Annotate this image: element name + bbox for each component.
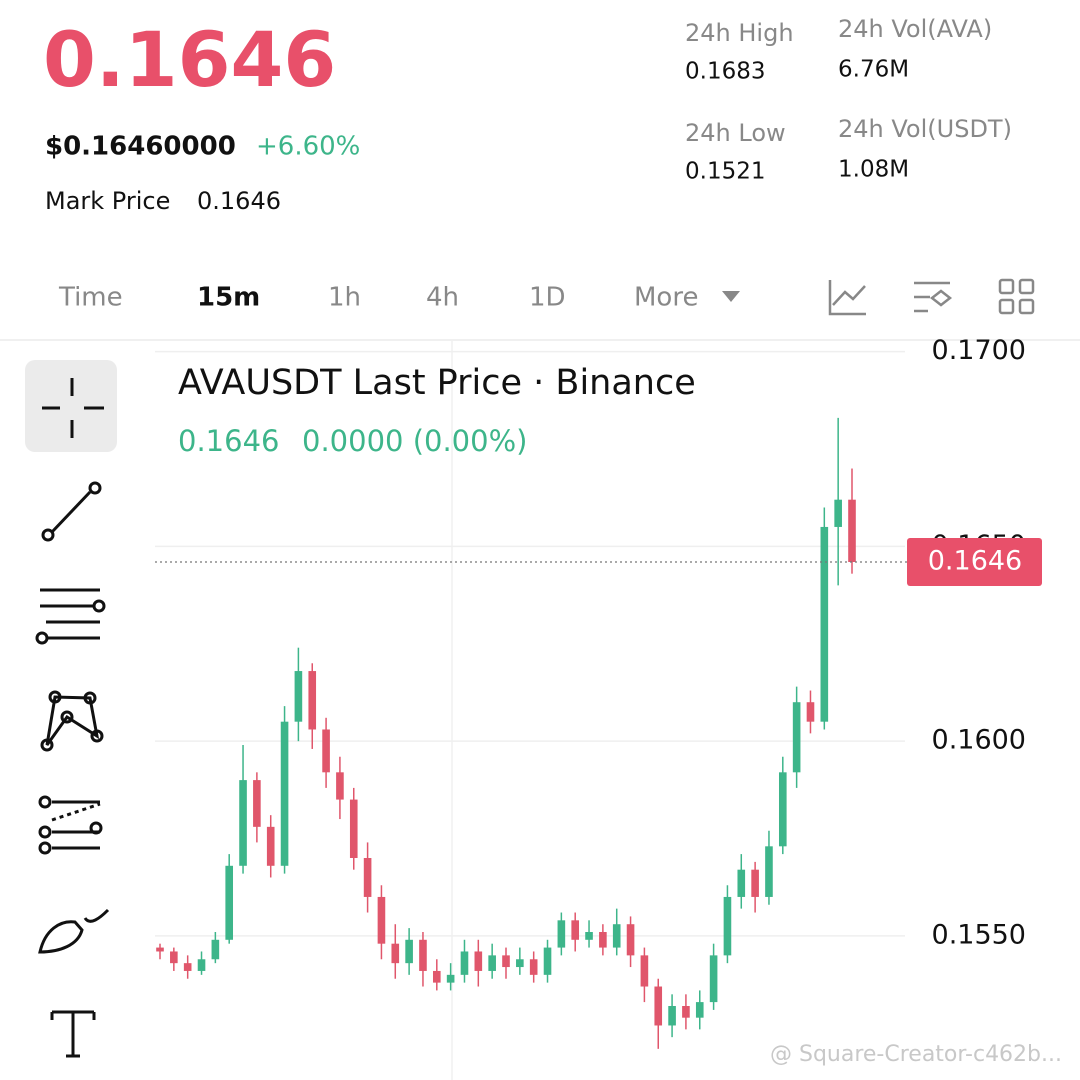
y-tick-label: 0.1700 <box>932 335 1026 366</box>
candle-body <box>349 799 358 858</box>
candle-body <box>543 947 552 975</box>
tab[interactable]: 1h <box>328 283 361 313</box>
candle-body <box>834 499 842 527</box>
candle-body <box>488 955 496 971</box>
tab[interactable]: 1D <box>529 283 566 313</box>
stat-value: 0.1521 <box>685 159 765 185</box>
text-tool[interactable] <box>50 1010 96 1058</box>
mark-value: 0.1646 <box>197 187 281 215</box>
candle-body <box>336 772 344 800</box>
candle-body <box>529 959 538 975</box>
y-tick-label: 0.1550 <box>932 919 1026 950</box>
toolbar <box>25 360 117 1058</box>
candle-body <box>682 1006 690 1018</box>
fib-tool[interactable] <box>38 795 103 855</box>
last-price-label: 0.1646 <box>928 546 1022 577</box>
candle-body <box>820 526 829 722</box>
candle-body <box>183 963 192 971</box>
plot <box>155 340 905 1080</box>
candle-body <box>239 780 247 866</box>
candle-body <box>391 943 400 964</box>
candle-body <box>322 729 330 773</box>
candle-body <box>308 671 317 730</box>
watermark: @ Square-Creator-c462b... <box>770 1042 1062 1067</box>
candle-body <box>377 896 386 944</box>
stat-value: 6.76M <box>838 57 909 83</box>
chart-type-icon[interactable] <box>828 280 866 316</box>
candle-body <box>723 896 732 956</box>
crosshair-tool[interactable] <box>42 378 104 438</box>
legend-price: 0.1646 <box>178 424 279 458</box>
tab[interactable]: Time <box>58 283 123 313</box>
tab[interactable]: More <box>634 283 698 313</box>
candle-body <box>792 702 801 773</box>
candle-body <box>640 955 649 987</box>
brush-tool[interactable] <box>38 908 110 954</box>
pattern-tool[interactable] <box>40 690 104 752</box>
layout-icon[interactable] <box>998 278 1035 315</box>
indicator-icon[interactable] <box>914 281 953 313</box>
candle-body <box>751 869 759 897</box>
candle-body <box>170 951 178 964</box>
candle-body <box>446 974 455 983</box>
candle-body <box>612 924 621 948</box>
price: 0.1646 <box>43 15 336 104</box>
candle-body <box>294 671 303 722</box>
candle-body <box>806 702 815 722</box>
line-tool[interactable] <box>41 481 102 542</box>
last-price-badge <box>907 538 1042 586</box>
stat-label: 24h Vol(AVA) <box>838 15 992 43</box>
change: +6.60% <box>256 132 360 162</box>
legend-change: 0.0000 (0.00%) <box>302 424 527 458</box>
candle-body <box>765 846 773 897</box>
stat-value: 1.08M <box>838 157 909 183</box>
candle-body <box>585 932 593 940</box>
stat-label: 24h High <box>685 19 794 47</box>
candle-body <box>432 970 441 983</box>
candle-body <box>363 858 372 897</box>
candle-body <box>197 959 206 971</box>
candle-body <box>695 1002 704 1018</box>
candle-body <box>156 947 164 952</box>
candle-body <box>599 932 607 948</box>
usd-price: $0.16460000 <box>45 132 236 162</box>
candle-body <box>225 865 234 940</box>
chart-title: AVAUSDT Last Price · Binance <box>178 363 696 403</box>
candle-body <box>571 920 580 940</box>
candle-body <box>848 499 856 562</box>
candle-body <box>280 721 289 866</box>
stat-label: 24h Vol(USDT) <box>838 115 1012 143</box>
candle-body <box>253 780 261 827</box>
candle-body <box>709 955 718 1003</box>
candle-body <box>668 1006 676 1026</box>
candle-body <box>502 955 510 968</box>
candle-body <box>737 869 746 897</box>
candle-body <box>626 924 635 956</box>
stat-value: 0.1683 <box>685 59 765 85</box>
candle-body <box>474 951 483 971</box>
tab[interactable]: 4h <box>426 283 459 313</box>
stat-label: 24h Low <box>685 119 786 147</box>
candle-body <box>778 772 787 847</box>
tab-selected[interactable]: 15m <box>197 283 260 313</box>
crosshair-tool-bg[interactable] <box>25 360 117 452</box>
candle-body <box>266 826 275 866</box>
mark-label: Mark Price <box>45 187 170 215</box>
candle-body <box>516 959 524 968</box>
dropdown-arrow[interactable] <box>722 291 740 302</box>
candle-body <box>405 939 413 964</box>
candle-body <box>654 986 663 1026</box>
candle-body <box>460 951 469 975</box>
candle-body <box>419 939 427 971</box>
candle-body <box>557 920 566 948</box>
parallel-tool[interactable] <box>35 588 106 645</box>
candle-body <box>211 939 220 960</box>
y-tick-label: 0.1600 <box>932 725 1026 756</box>
